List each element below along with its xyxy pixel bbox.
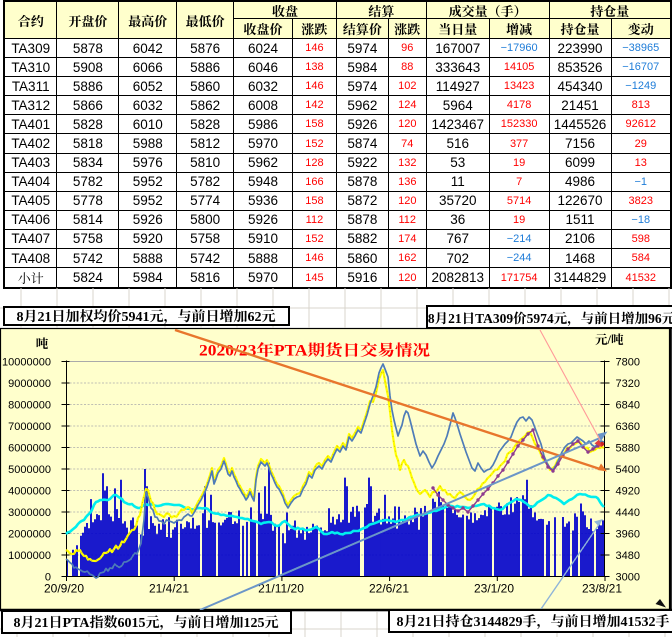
svg-text:23/8/21: 23/8/21 bbox=[582, 582, 622, 596]
svg-text:23/1/20: 23/1/20 bbox=[474, 582, 514, 596]
svg-text:20/9/20: 20/9/20 bbox=[44, 582, 84, 596]
svg-text:3960: 3960 bbox=[616, 529, 640, 541]
svg-text:7000000: 7000000 bbox=[8, 421, 51, 433]
svg-text:3000000: 3000000 bbox=[8, 507, 51, 519]
svg-text:21/4/21: 21/4/21 bbox=[149, 582, 189, 596]
svg-text:0: 0 bbox=[45, 572, 51, 584]
svg-text:7800: 7800 bbox=[616, 357, 640, 369]
svg-text:5880: 5880 bbox=[616, 443, 640, 455]
svg-text:元/吨: 元/吨 bbox=[595, 330, 624, 348]
svg-text:6360: 6360 bbox=[616, 421, 640, 433]
svg-text:7320: 7320 bbox=[616, 378, 640, 390]
svg-text:2000000: 2000000 bbox=[8, 529, 51, 541]
svg-text:5400: 5400 bbox=[616, 464, 640, 476]
svg-text:吨: 吨 bbox=[36, 334, 49, 352]
svg-text:9000000: 9000000 bbox=[8, 378, 51, 390]
svg-text:4000000: 4000000 bbox=[8, 486, 51, 498]
svg-text:10000000: 10000000 bbox=[2, 357, 51, 369]
svg-text:4920: 4920 bbox=[616, 486, 640, 498]
svg-text:2020/23年PTA期货日交易情况: 2020/23年PTA期货日交易情况 bbox=[199, 339, 431, 361]
svg-text:1000000: 1000000 bbox=[8, 550, 51, 562]
svg-text:3000: 3000 bbox=[616, 572, 640, 584]
svg-text:21/11/20: 21/11/20 bbox=[258, 582, 304, 596]
svg-text:5000000: 5000000 bbox=[8, 464, 51, 476]
svg-text:3480: 3480 bbox=[616, 550, 640, 562]
svg-text:6000000: 6000000 bbox=[8, 443, 51, 455]
svg-text:8000000: 8000000 bbox=[8, 400, 51, 412]
svg-text:6840: 6840 bbox=[616, 400, 640, 412]
svg-text:22/6/21: 22/6/21 bbox=[369, 582, 409, 596]
svg-text:4440: 4440 bbox=[616, 507, 640, 519]
